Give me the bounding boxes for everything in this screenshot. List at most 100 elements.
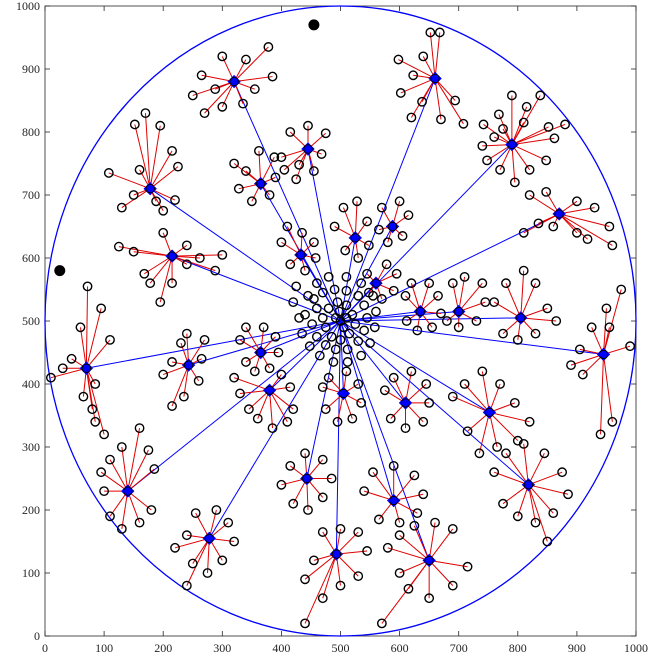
sensor-node bbox=[196, 353, 207, 364]
sensor-node bbox=[512, 334, 523, 345]
sensor-node bbox=[447, 278, 458, 289]
sensor-node bbox=[116, 524, 127, 534]
x-tick-label: 700 bbox=[450, 641, 468, 655]
sensor-node bbox=[589, 202, 600, 213]
x-tick-label: 0 bbox=[42, 641, 48, 655]
sensor-node bbox=[300, 448, 310, 459]
x-tick-label: 300 bbox=[213, 641, 231, 655]
sensor-node bbox=[424, 593, 435, 604]
sensor-node bbox=[353, 379, 364, 389]
member-link bbox=[527, 484, 548, 542]
sensor-node bbox=[90, 379, 101, 389]
member-link bbox=[269, 390, 274, 429]
member-link bbox=[85, 339, 111, 369]
sensor-node bbox=[441, 316, 452, 326]
member-link bbox=[85, 308, 102, 369]
sensor-node bbox=[134, 517, 145, 528]
member-link bbox=[511, 126, 549, 146]
sensor-node bbox=[291, 281, 302, 292]
sensor-node bbox=[99, 429, 110, 440]
sensor-node bbox=[303, 120, 313, 131]
member-link bbox=[452, 396, 490, 413]
member-link bbox=[489, 411, 530, 423]
sensor-node bbox=[388, 460, 399, 471]
sensor-node bbox=[309, 294, 319, 304]
member-link bbox=[428, 560, 454, 586]
sensor-node bbox=[498, 328, 508, 339]
sensor-node bbox=[105, 334, 115, 345]
cluster-head-ring bbox=[183, 360, 194, 370]
sensor-node bbox=[263, 42, 274, 52]
sensor-node bbox=[297, 328, 307, 339]
cluster-head-ring bbox=[415, 306, 425, 317]
member-link bbox=[429, 32, 436, 79]
sensor-node bbox=[269, 152, 280, 163]
sensor-node bbox=[518, 227, 529, 238]
member-link bbox=[502, 484, 529, 505]
backbone-link bbox=[340, 213, 560, 322]
sensor-node bbox=[270, 331, 281, 342]
sensor-node bbox=[329, 221, 340, 232]
backbone-link bbox=[340, 320, 490, 413]
sensor-node bbox=[273, 347, 284, 358]
x-tick-label: 900 bbox=[568, 641, 586, 655]
sensor-node bbox=[341, 366, 352, 377]
cluster-head-ring bbox=[424, 555, 434, 566]
sensor-node bbox=[314, 350, 325, 361]
sensor-node bbox=[625, 341, 635, 352]
sensor-node bbox=[586, 322, 597, 333]
member-link bbox=[434, 78, 442, 120]
member-link bbox=[458, 282, 483, 312]
sensor-node bbox=[403, 583, 414, 594]
member-link bbox=[603, 289, 622, 355]
sensor-node bbox=[187, 558, 198, 569]
member-link bbox=[558, 213, 613, 246]
member-link bbox=[269, 390, 288, 423]
sensor-node bbox=[317, 593, 328, 604]
sensor-node bbox=[285, 382, 296, 393]
sensor-node bbox=[350, 319, 361, 330]
sensor-node bbox=[342, 344, 353, 355]
x-tick-label: 400 bbox=[272, 641, 290, 655]
member-link bbox=[493, 301, 522, 319]
sensor-node bbox=[285, 127, 296, 137]
sensor-node bbox=[229, 158, 240, 169]
member-link bbox=[159, 255, 173, 303]
sensor-node bbox=[99, 486, 110, 496]
sensor-node bbox=[129, 119, 140, 130]
sensor-node bbox=[303, 505, 313, 515]
sensor-node bbox=[285, 259, 296, 270]
sensor-node bbox=[285, 460, 296, 471]
y-tick-label: 700 bbox=[22, 188, 40, 202]
sensor-node bbox=[400, 423, 411, 433]
member-link bbox=[505, 283, 522, 319]
sensor-node bbox=[530, 278, 541, 289]
sensor-node bbox=[149, 464, 160, 474]
member-link bbox=[186, 538, 210, 586]
sensor-node bbox=[482, 155, 492, 166]
sensor-node bbox=[57, 363, 68, 374]
sensor-node bbox=[87, 404, 98, 415]
sensor-node bbox=[512, 511, 523, 522]
sensor-node bbox=[539, 448, 550, 459]
sensor-node bbox=[307, 319, 318, 330]
sensor-node bbox=[356, 397, 367, 408]
sensor-node bbox=[211, 505, 222, 515]
sensor-node bbox=[382, 542, 393, 553]
sensor-node bbox=[607, 240, 618, 251]
sensor-node bbox=[376, 294, 387, 304]
member-link bbox=[399, 559, 430, 574]
member-link bbox=[429, 559, 468, 568]
sensor-node bbox=[297, 227, 307, 238]
sensor-node bbox=[368, 467, 378, 478]
sensor-node bbox=[595, 429, 606, 440]
sensor-node bbox=[276, 369, 287, 380]
member-link bbox=[529, 194, 560, 215]
member-link bbox=[400, 77, 436, 94]
sensor-node bbox=[421, 379, 432, 389]
member-link bbox=[85, 286, 89, 369]
sensor-node bbox=[509, 397, 520, 408]
member-link bbox=[342, 207, 356, 239]
sensor-node bbox=[90, 416, 101, 427]
member-link bbox=[464, 383, 490, 413]
